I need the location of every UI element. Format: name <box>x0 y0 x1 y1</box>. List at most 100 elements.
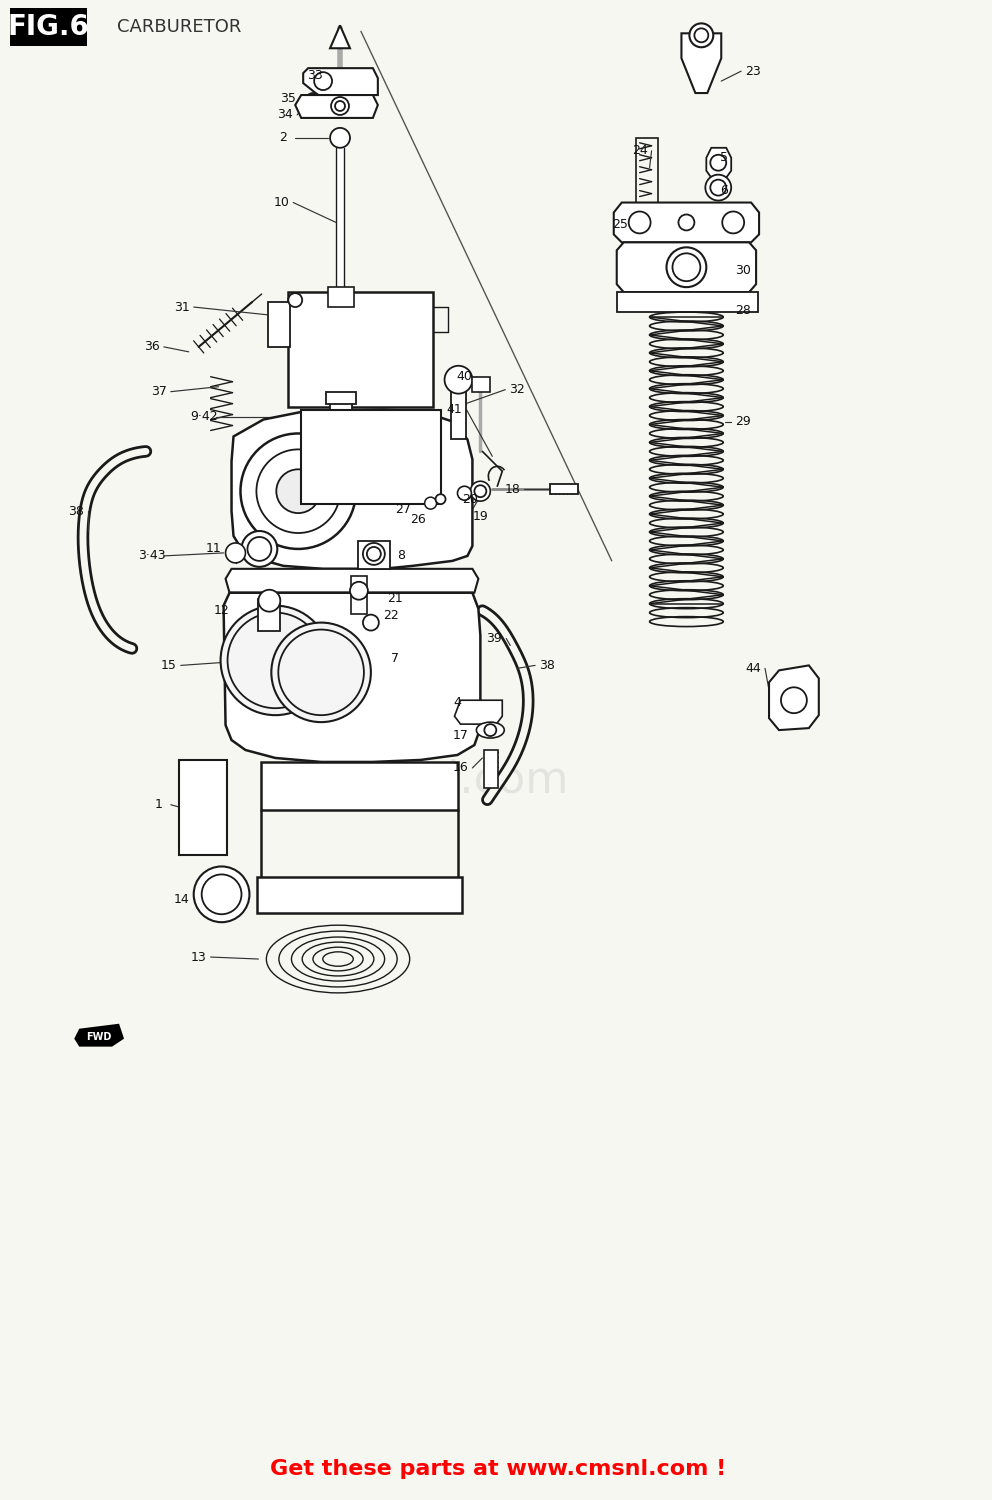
Text: 44: 44 <box>745 662 761 675</box>
Bar <box>261 762 458 810</box>
Text: 19: 19 <box>472 510 488 522</box>
Bar <box>10 9 87 46</box>
Text: 20: 20 <box>462 492 478 506</box>
Text: FWD: FWD <box>86 1032 112 1041</box>
Text: 29: 29 <box>735 416 751 428</box>
Text: 7: 7 <box>391 652 399 664</box>
Text: 23: 23 <box>745 64 761 78</box>
Bar <box>269 302 291 346</box>
Text: 24: 24 <box>632 144 648 158</box>
Circle shape <box>705 174 731 201</box>
Bar <box>617 292 758 312</box>
Circle shape <box>457 486 471 500</box>
Circle shape <box>484 724 496 736</box>
Text: 11: 11 <box>205 543 221 555</box>
Polygon shape <box>706 148 731 177</box>
Bar <box>450 381 466 440</box>
Circle shape <box>435 494 445 504</box>
Text: 25: 25 <box>612 217 628 231</box>
Polygon shape <box>296 94 378 118</box>
Circle shape <box>258 590 281 612</box>
Ellipse shape <box>476 722 504 738</box>
Bar <box>328 286 354 308</box>
Text: 33: 33 <box>308 69 323 81</box>
Bar <box>358 542 390 568</box>
Bar <box>472 376 490 392</box>
Polygon shape <box>225 568 478 592</box>
Polygon shape <box>769 666 818 730</box>
Circle shape <box>689 24 713 48</box>
Text: 36: 36 <box>144 340 160 354</box>
Circle shape <box>425 496 436 508</box>
Circle shape <box>667 248 706 286</box>
Text: 4: 4 <box>453 696 461 708</box>
Polygon shape <box>614 202 759 243</box>
Circle shape <box>444 366 472 393</box>
Text: CARBURETOR: CARBURETOR <box>117 18 241 36</box>
Text: 16: 16 <box>452 762 468 774</box>
Bar <box>550 484 578 494</box>
Polygon shape <box>231 410 472 568</box>
Text: 34: 34 <box>278 108 294 122</box>
Circle shape <box>306 93 321 110</box>
Bar <box>330 402 352 420</box>
Bar <box>326 392 356 404</box>
Circle shape <box>240 433 356 549</box>
Text: 22: 22 <box>383 609 399 622</box>
Circle shape <box>330 128 350 148</box>
Polygon shape <box>74 1023 124 1047</box>
Text: 32: 32 <box>509 382 525 396</box>
Bar <box>179 760 226 855</box>
Circle shape <box>629 211 651 234</box>
Circle shape <box>710 154 726 171</box>
Circle shape <box>289 292 303 308</box>
Text: 9·42: 9·42 <box>189 410 217 423</box>
Text: 5: 5 <box>720 152 728 164</box>
Polygon shape <box>454 700 502 724</box>
Circle shape <box>277 470 320 513</box>
Text: 31: 31 <box>174 300 189 313</box>
Bar <box>289 292 433 406</box>
Text: 13: 13 <box>190 951 206 963</box>
Polygon shape <box>330 26 350 48</box>
Circle shape <box>470 482 490 501</box>
Text: 8: 8 <box>397 549 405 562</box>
Text: 18: 18 <box>504 483 520 495</box>
Circle shape <box>350 582 368 600</box>
Text: cmsnl.com: cmsnl.com <box>328 759 569 801</box>
Text: 21: 21 <box>387 592 403 604</box>
Text: 38: 38 <box>68 504 84 518</box>
Bar <box>302 410 440 504</box>
Circle shape <box>193 867 249 922</box>
Circle shape <box>781 687 806 712</box>
Text: 28: 28 <box>735 303 751 316</box>
Circle shape <box>241 531 278 567</box>
Text: 30: 30 <box>735 264 751 276</box>
Circle shape <box>272 622 371 722</box>
Text: Get these parts at www.cmsnl.com !: Get these parts at www.cmsnl.com ! <box>270 1458 726 1479</box>
Bar <box>335 148 345 286</box>
Text: 3·43: 3·43 <box>138 549 166 562</box>
Text: 1: 1 <box>155 798 163 812</box>
Text: 35: 35 <box>281 92 297 105</box>
Text: 39: 39 <box>486 632 502 645</box>
Bar <box>351 576 367 614</box>
Text: 17: 17 <box>452 729 468 741</box>
Circle shape <box>363 543 385 566</box>
Circle shape <box>314 72 332 90</box>
Text: 12: 12 <box>213 604 229 616</box>
Bar <box>484 750 498 788</box>
Text: 40: 40 <box>456 370 472 382</box>
Text: 6: 6 <box>720 184 728 196</box>
Circle shape <box>220 606 330 715</box>
Text: 2: 2 <box>280 132 288 144</box>
Text: 26: 26 <box>410 513 426 525</box>
Circle shape <box>363 615 379 630</box>
Polygon shape <box>617 243 756 292</box>
Text: 10: 10 <box>274 196 290 208</box>
Text: FIG.6: FIG.6 <box>7 13 89 42</box>
Polygon shape <box>304 68 378 94</box>
Circle shape <box>225 543 245 562</box>
Bar <box>258 598 281 630</box>
Circle shape <box>722 211 744 234</box>
